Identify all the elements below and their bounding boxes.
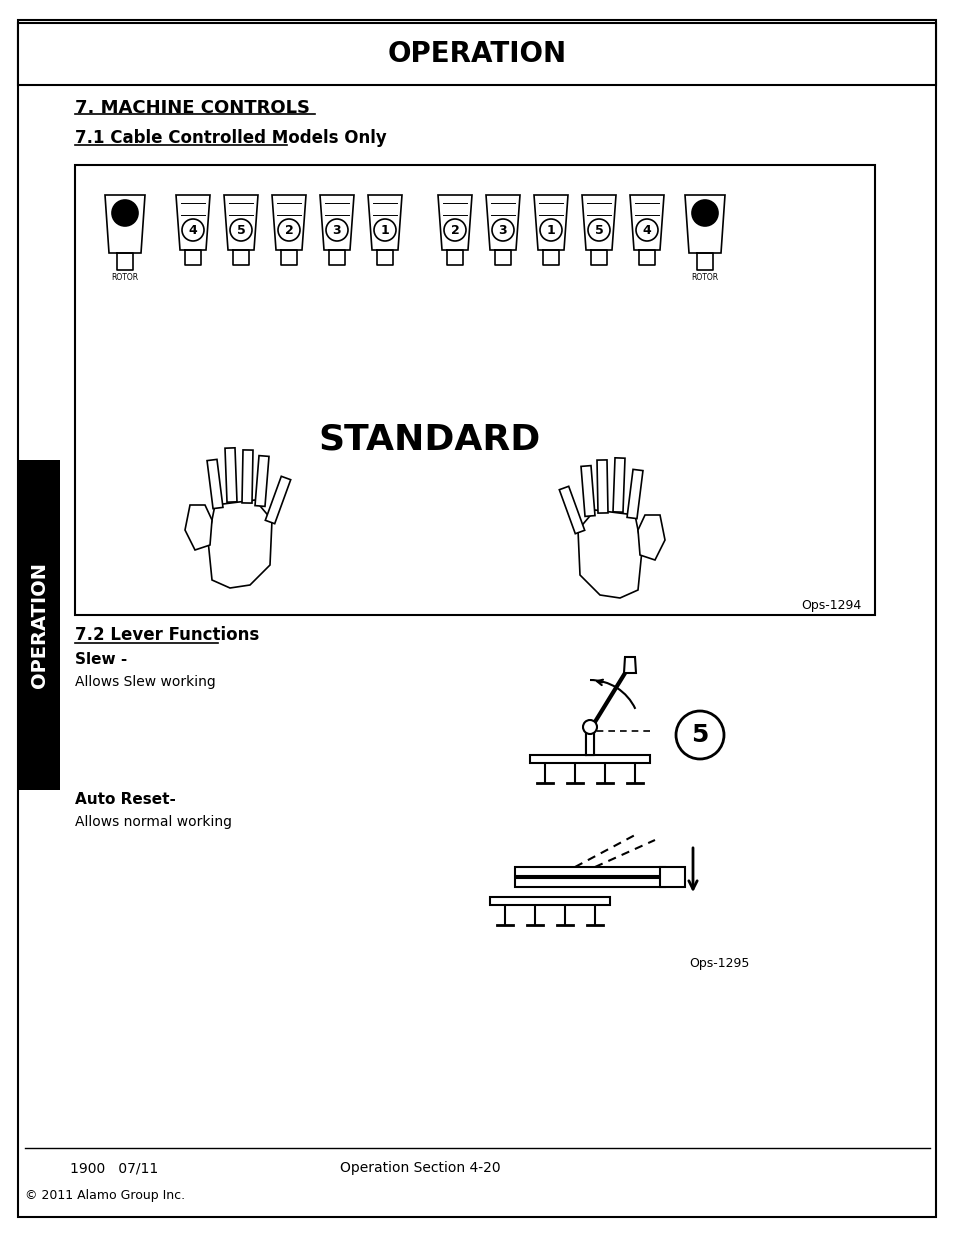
Polygon shape — [175, 195, 210, 249]
Text: 5: 5 — [236, 224, 245, 236]
Text: 3: 3 — [333, 224, 341, 236]
FancyBboxPatch shape — [75, 165, 874, 615]
Text: Auto Reset-: Auto Reset- — [75, 793, 175, 808]
Circle shape — [182, 219, 204, 241]
FancyBboxPatch shape — [18, 20, 935, 1216]
Polygon shape — [638, 515, 664, 559]
Text: 2: 2 — [284, 224, 294, 236]
Polygon shape — [185, 505, 212, 550]
Text: 7. MACHINE CONTROLS: 7. MACHINE CONTROLS — [75, 99, 310, 117]
Polygon shape — [368, 195, 401, 249]
Circle shape — [443, 219, 465, 241]
Text: 7.1 Cable Controlled Models Only: 7.1 Cable Controlled Models Only — [75, 128, 386, 147]
Polygon shape — [105, 195, 145, 253]
Circle shape — [587, 219, 609, 241]
Polygon shape — [580, 466, 595, 516]
Text: Ops-1295: Ops-1295 — [689, 956, 749, 969]
Polygon shape — [581, 195, 616, 249]
Polygon shape — [515, 867, 664, 876]
Polygon shape — [272, 195, 306, 249]
Text: 4: 4 — [642, 224, 651, 236]
FancyBboxPatch shape — [18, 23, 935, 85]
Text: 2: 2 — [450, 224, 459, 236]
Text: ROTOR: ROTOR — [112, 273, 138, 282]
Polygon shape — [242, 450, 253, 503]
Text: 1: 1 — [380, 224, 389, 236]
Text: 5: 5 — [594, 224, 602, 236]
Polygon shape — [613, 458, 624, 513]
Polygon shape — [585, 730, 594, 755]
Circle shape — [112, 200, 138, 226]
Circle shape — [539, 219, 561, 241]
Text: © 2011 Alamo Group Inc.: © 2011 Alamo Group Inc. — [25, 1188, 185, 1202]
Text: 5: 5 — [691, 722, 708, 747]
Circle shape — [326, 219, 348, 241]
Polygon shape — [490, 897, 609, 905]
Circle shape — [374, 219, 395, 241]
Text: OPERATION: OPERATION — [387, 40, 566, 68]
Text: 1: 1 — [546, 224, 555, 236]
Circle shape — [676, 711, 723, 760]
Polygon shape — [254, 456, 269, 506]
Circle shape — [582, 720, 597, 734]
Text: 7.2 Lever Functions: 7.2 Lever Functions — [75, 626, 259, 643]
Polygon shape — [578, 510, 641, 598]
Text: 3: 3 — [498, 224, 507, 236]
Text: Slew -: Slew - — [75, 652, 127, 667]
Text: Ops-1294: Ops-1294 — [801, 599, 862, 611]
Polygon shape — [515, 878, 664, 887]
Text: Operation Section 4-20: Operation Section 4-20 — [339, 1161, 499, 1174]
Polygon shape — [265, 477, 291, 524]
Circle shape — [230, 219, 252, 241]
Polygon shape — [207, 459, 223, 509]
Text: ROTOR: ROTOR — [691, 273, 718, 282]
Circle shape — [492, 219, 514, 241]
Text: Allows Slew working: Allows Slew working — [75, 676, 215, 689]
Circle shape — [277, 219, 299, 241]
Polygon shape — [623, 657, 636, 673]
Polygon shape — [534, 195, 567, 249]
FancyBboxPatch shape — [18, 459, 60, 790]
Polygon shape — [558, 487, 584, 534]
Polygon shape — [530, 755, 649, 763]
Text: OPERATION: OPERATION — [30, 562, 49, 688]
Polygon shape — [597, 459, 607, 513]
Polygon shape — [626, 469, 642, 519]
Polygon shape — [208, 500, 272, 588]
Circle shape — [636, 219, 658, 241]
Polygon shape — [684, 195, 724, 253]
Polygon shape — [319, 195, 354, 249]
Text: Allows normal working: Allows normal working — [75, 815, 232, 829]
Circle shape — [691, 200, 718, 226]
Polygon shape — [659, 867, 684, 887]
Text: 4: 4 — [189, 224, 197, 236]
Polygon shape — [225, 448, 236, 503]
Polygon shape — [629, 195, 663, 249]
Text: STANDARD: STANDARD — [318, 424, 540, 457]
Polygon shape — [224, 195, 257, 249]
Polygon shape — [485, 195, 519, 249]
Polygon shape — [437, 195, 472, 249]
Text: 1900   07/11: 1900 07/11 — [70, 1161, 158, 1174]
